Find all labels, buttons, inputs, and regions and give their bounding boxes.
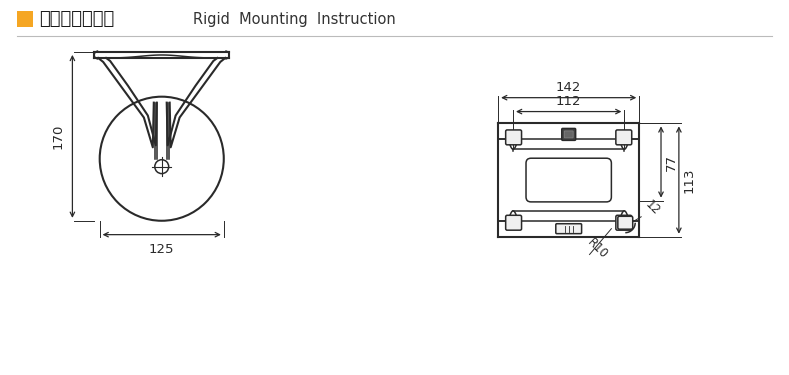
Text: 170: 170 [51,124,65,149]
Bar [17,11,32,27]
FancyBboxPatch shape [618,216,633,229]
Text: 12: 12 [642,198,662,218]
FancyBboxPatch shape [506,215,522,230]
FancyBboxPatch shape [562,129,576,140]
Text: 113: 113 [682,167,696,193]
FancyBboxPatch shape [526,158,611,202]
FancyBboxPatch shape [530,162,608,198]
Circle shape [155,160,169,174]
Circle shape [99,97,224,221]
FancyBboxPatch shape [616,215,632,230]
FancyBboxPatch shape [506,130,522,145]
Text: 112: 112 [556,94,581,108]
Text: Rigid  Mounting  Instruction: Rigid Mounting Instruction [193,12,396,27]
Text: 定向安装尺寸图: 定向安装尺寸图 [39,10,114,28]
Text: 142: 142 [556,81,581,94]
FancyBboxPatch shape [616,130,632,145]
Text: R10: R10 [585,236,610,261]
Text: 125: 125 [149,243,174,256]
Text: 77: 77 [665,153,678,171]
FancyBboxPatch shape [555,224,581,234]
FancyBboxPatch shape [564,131,573,138]
